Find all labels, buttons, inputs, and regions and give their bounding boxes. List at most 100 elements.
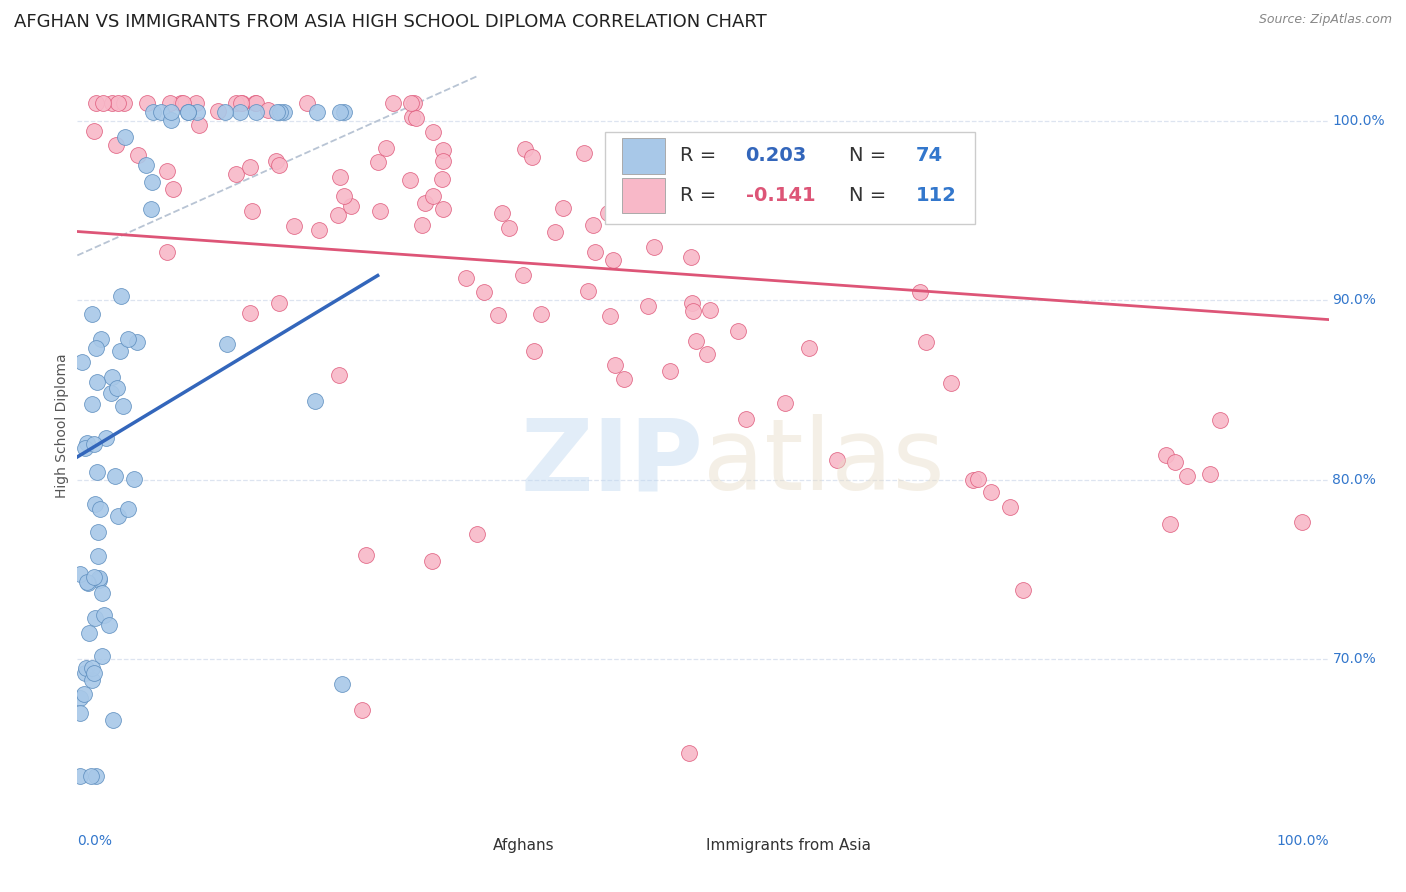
Point (229, 95, 252, 110)
Point (94, 431, 117, 445)
Point (90, 648, 112, 663)
Point (76, 575, 98, 590)
Point (84, 95, 107, 110)
Point (101, 370, 124, 384)
Point (553, 202, 575, 216)
Point (432, 202, 454, 217)
Point (681, 296, 703, 310)
Point (238, 306, 260, 320)
Point (83, 666, 105, 681)
Point (84, 341, 107, 355)
Point (177, 104, 200, 119)
Point (101, 95, 124, 110)
Point (225, 95, 247, 110)
Point (530, 307, 553, 321)
Point (454, 270, 477, 285)
Point (83, 569, 105, 583)
Point (177, 104, 200, 119)
Point (105, 381, 128, 395)
Point (114, 130, 136, 145)
Point (156, 244, 179, 259)
Point (544, 225, 567, 239)
Point (69, 769, 91, 783)
Point (398, 173, 420, 187)
Text: 112: 112 (915, 186, 956, 205)
Point (91, 586, 114, 600)
Text: Afghans: Afghans (492, 838, 554, 853)
Point (659, 364, 682, 378)
FancyBboxPatch shape (606, 131, 974, 224)
Point (122, 472, 145, 486)
Point (214, 104, 236, 119)
Point (401, 111, 423, 125)
Point (104, 468, 127, 483)
Point (86, 465, 108, 479)
Point (432, 143, 454, 157)
Point (188, 118, 211, 132)
Point (422, 553, 444, 567)
Text: ZIP: ZIP (520, 414, 703, 511)
Point (374, 141, 396, 155)
Point (125, 334, 148, 349)
Point (186, 104, 208, 119)
Point (86, 375, 108, 389)
Point (77, 576, 100, 591)
Point (465, 526, 488, 541)
Point (105, 138, 128, 153)
Point (340, 199, 363, 213)
Point (305, 104, 328, 119)
Text: 100.0%: 100.0% (1277, 834, 1329, 848)
Point (231, 95, 253, 110)
Point (681, 250, 703, 264)
Point (685, 334, 707, 348)
FancyBboxPatch shape (665, 836, 697, 855)
Point (87, 571, 110, 585)
Point (368, 204, 391, 219)
Point (735, 412, 758, 426)
Point (1011, 583, 1033, 598)
Point (308, 223, 330, 237)
Point (69, 566, 91, 581)
Point (141, 104, 163, 119)
Point (172, 95, 194, 110)
Point (225, 167, 247, 181)
Point (107, 509, 129, 524)
FancyBboxPatch shape (453, 836, 484, 855)
Point (512, 268, 534, 283)
Point (207, 104, 229, 119)
Point (110, 289, 132, 303)
Point (93, 607, 115, 622)
Point (87, 573, 110, 587)
Point (80, 673, 103, 688)
Point (108, 344, 131, 359)
Point (273, 104, 295, 119)
Point (939, 376, 962, 390)
Point (112, 95, 135, 110)
Point (966, 472, 988, 486)
Point (186, 95, 208, 110)
Point (498, 221, 520, 235)
Point (513, 143, 536, 157)
Point (84, 769, 107, 783)
Point (411, 218, 433, 232)
Point (107, 95, 129, 110)
Point (413, 196, 436, 211)
Point (264, 154, 287, 169)
Text: 74: 74 (915, 146, 943, 165)
Point (84, 611, 107, 625)
Text: 80.0%: 80.0% (1333, 473, 1376, 487)
Text: 0.0%: 0.0% (77, 834, 112, 848)
Text: -0.141: -0.141 (745, 186, 815, 205)
Point (381, 95, 404, 110)
Point (799, 342, 821, 356)
Point (112, 399, 135, 413)
Point (89, 501, 111, 516)
Point (159, 95, 181, 110)
Point (86, 525, 108, 540)
Point (405, 112, 427, 126)
Point (422, 189, 444, 203)
Point (257, 103, 280, 117)
Point (825, 452, 848, 467)
Point (472, 285, 495, 300)
Point (773, 396, 796, 410)
